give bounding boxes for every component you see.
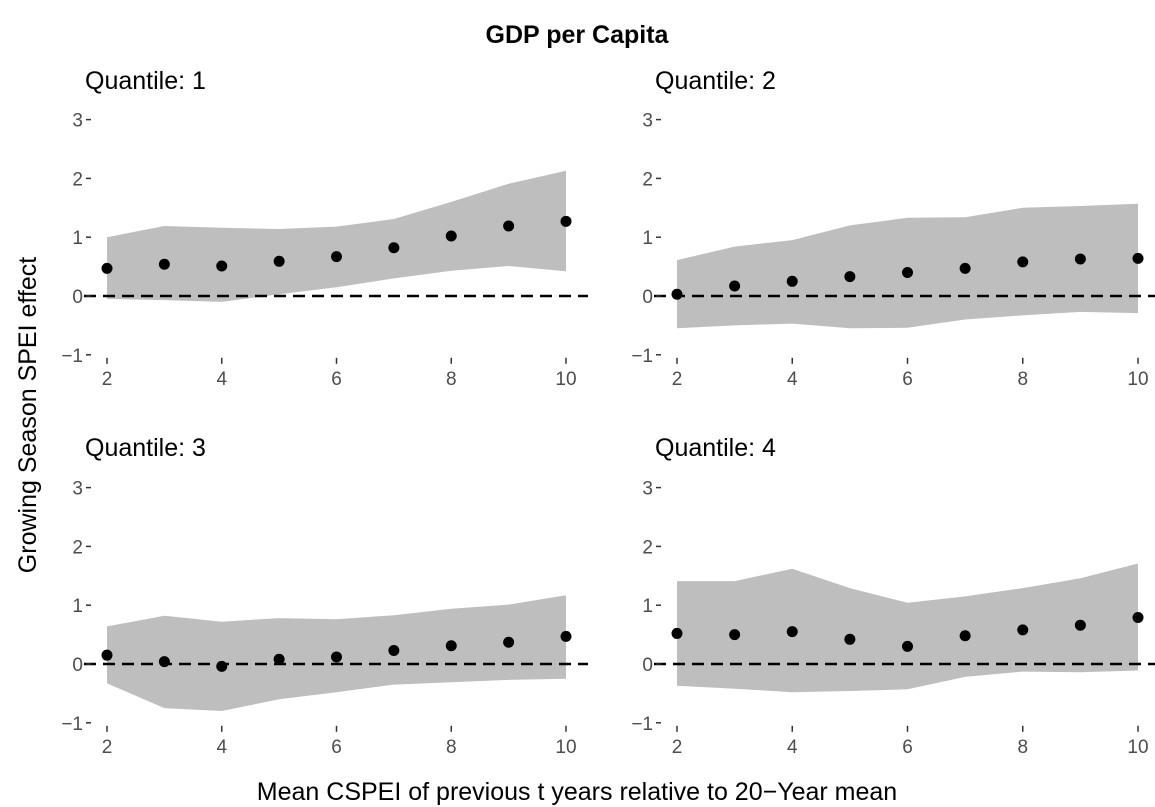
x-tick-label: 10	[555, 369, 576, 390]
y-tick-label: 0	[72, 287, 83, 308]
x-tick-label: 6	[902, 369, 913, 390]
y-tick-label: −1	[631, 714, 653, 735]
y-tick-label: 1	[642, 596, 653, 617]
data-point	[1074, 253, 1086, 265]
data-point	[445, 230, 457, 242]
y-tick-label: 2	[642, 537, 653, 558]
x-tick-label: 10	[1127, 369, 1148, 390]
data-point	[560, 630, 572, 642]
data-point	[729, 280, 741, 292]
data-point	[959, 630, 971, 642]
data-point	[331, 651, 342, 663]
y-tick-label: −1	[631, 346, 653, 367]
data-point	[1017, 256, 1029, 268]
y-tick-label: 1	[642, 228, 653, 249]
x-tick-label: 6	[331, 737, 342, 758]
x-tick-label: 4	[787, 369, 798, 390]
x-tick-label: 2	[672, 737, 683, 758]
y-tick-label: −1	[61, 714, 83, 735]
data-point	[101, 262, 113, 274]
data-point	[1132, 252, 1144, 264]
data-point	[1017, 624, 1029, 636]
data-point	[101, 649, 113, 661]
x-tick-label: 10	[1127, 737, 1148, 758]
x-tick-label: 10	[555, 737, 576, 758]
x-tick-label: 2	[102, 369, 113, 390]
data-point	[902, 266, 913, 278]
confidence-band	[677, 563, 1138, 693]
panel-title: Quantile: 1	[85, 67, 206, 95]
data-point	[786, 275, 798, 287]
x-tick-label: 8	[1017, 369, 1028, 390]
y-tick-label: −1	[61, 346, 83, 367]
x-tick-label: 6	[331, 369, 342, 390]
data-point	[1074, 619, 1086, 631]
data-point	[1132, 612, 1144, 624]
data-point	[216, 660, 228, 672]
panel-quantile-3: Quantile: 3 −1 0 1 2 3 2 4 6 8 10	[61, 434, 588, 758]
y-tick-label: 3	[642, 111, 653, 132]
x-tick-label: 2	[672, 369, 683, 390]
x-axis-label: Mean CSPEI of previous t years relative …	[257, 778, 897, 806]
panel-quantile-2: Quantile: 2 −1 0 1 2 3 2 4 6 8 10	[631, 67, 1155, 390]
x-tick-label: 6	[902, 737, 913, 758]
y-tick-label: 0	[642, 655, 653, 676]
panel-title: Quantile: 4	[655, 434, 776, 462]
y-tick-label: 2	[72, 169, 83, 190]
y-tick-label: 2	[72, 537, 83, 558]
y-tick-label: 3	[72, 479, 83, 500]
confidence-band	[107, 170, 566, 302]
data-point	[216, 260, 228, 272]
data-point	[273, 255, 285, 267]
data-point	[388, 242, 400, 254]
x-tick-label: 4	[216, 737, 227, 758]
x-tick-label: 4	[787, 737, 798, 758]
data-point	[158, 258, 170, 270]
y-tick-label: 3	[642, 479, 653, 500]
panel-quantile-1: Quantile: 1 −1 0 1 2 3 2 4 6 8 10	[61, 67, 588, 390]
x-tick-label: 8	[1017, 737, 1028, 758]
y-tick-label: 3	[72, 111, 83, 132]
y-tick-label: 1	[72, 596, 83, 617]
data-point	[671, 627, 683, 639]
x-tick-label: 2	[102, 737, 113, 758]
confidence-band	[677, 203, 1138, 329]
panel-title: Quantile: 2	[655, 67, 776, 95]
x-tick-label: 8	[446, 737, 457, 758]
data-point	[331, 251, 342, 263]
y-tick-label: 1	[72, 228, 83, 249]
x-tick-label: 8	[446, 369, 457, 390]
chart-title: GDP per Capita	[486, 21, 670, 49]
data-point	[503, 220, 515, 232]
data-point	[959, 262, 971, 274]
panel-quantile-4: Quantile: 4 −1 0 1 2 3 2 4 6 8 10	[631, 434, 1155, 758]
data-point	[671, 288, 683, 300]
data-point	[388, 644, 400, 656]
data-point	[729, 629, 741, 641]
y-tick-label: 0	[72, 655, 83, 676]
data-point	[273, 653, 285, 665]
data-point	[786, 626, 798, 638]
y-tick-label: 2	[642, 169, 653, 190]
data-point	[445, 640, 457, 652]
data-point	[503, 636, 515, 648]
y-axis-label: Growing Season SPEI effect	[14, 257, 42, 573]
data-point	[844, 271, 856, 283]
y-tick-label: 0	[642, 287, 653, 308]
data-point	[902, 640, 913, 652]
data-point	[560, 215, 572, 227]
panel-title: Quantile: 3	[85, 434, 206, 462]
x-tick-label: 4	[216, 369, 227, 390]
data-point	[158, 656, 170, 668]
data-point	[844, 633, 856, 645]
